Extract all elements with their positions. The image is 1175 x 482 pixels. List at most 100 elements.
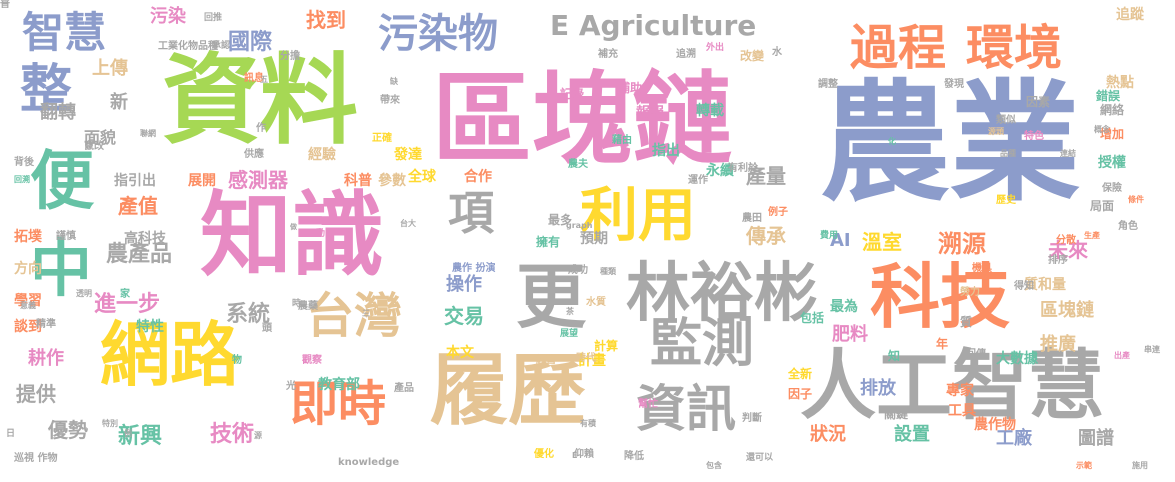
cloud-word: 新: [110, 92, 128, 113]
cloud-word: 智慧: [22, 8, 107, 57]
cloud-word: 生產: [1084, 231, 1100, 240]
cloud-word: 項: [448, 186, 494, 240]
cloud-word: 圖譜: [1078, 428, 1114, 449]
cloud-word: 關鍵: [884, 407, 909, 421]
cloud-word: 排放: [860, 378, 896, 399]
cloud-word: AI: [830, 230, 851, 251]
cloud-word: 包括: [800, 311, 825, 325]
cloud-word: 補助: [618, 81, 643, 95]
cloud-word: 出產: [1114, 351, 1130, 360]
cloud-word: 產值: [118, 194, 158, 218]
cloud-word: 轉載: [696, 103, 724, 119]
cloud-word: 感測器: [228, 168, 288, 192]
cloud-word: 動: [316, 229, 326, 239]
cloud-word: 區塊鏈: [432, 61, 732, 178]
cloud-word: 污染: [150, 6, 186, 27]
cloud-word: 農作 扮演: [452, 263, 496, 274]
cloud-word: 質: [960, 315, 973, 329]
cloud-word: 操作: [446, 274, 482, 295]
cloud-word: 聯網: [140, 129, 156, 138]
cloud-word: 回溯: [14, 175, 30, 184]
cloud-word: 供應: [244, 149, 264, 160]
cloud-word: 施用: [1132, 461, 1148, 470]
cloud-word: 調整: [818, 79, 838, 90]
cloud-word: 全新: [788, 367, 813, 381]
cloud-word: 日: [6, 429, 16, 439]
cloud-word: 謹慎: [56, 231, 76, 242]
cloud-word: 國際: [228, 30, 273, 55]
cloud-word: 光: [286, 381, 296, 392]
cloud-word: 三: [362, 309, 370, 318]
cloud-word: 巡視 作物: [14, 453, 58, 464]
cloud-word: 學習: [14, 293, 42, 309]
cloud-word: 台灣: [306, 288, 403, 344]
cloud-word: 永續: [706, 163, 734, 179]
cloud-word: 幫忙: [638, 399, 658, 410]
cloud-word: 成功: [568, 265, 588, 276]
cloud-word: 面貌: [84, 128, 117, 147]
cloud-word: 意義: [20, 301, 36, 310]
cloud-word: 連結: [1060, 149, 1076, 158]
cloud-word: 預期: [580, 231, 608, 247]
cloud-word: 監測: [650, 314, 755, 374]
cloud-word: 藉由: [612, 135, 632, 146]
cloud-word: 產品: [394, 383, 414, 394]
cloud-word: 排序: [1048, 255, 1068, 266]
cloud-word: 計算: [594, 339, 619, 353]
cloud-word: 正確: [372, 133, 392, 144]
cloud-word: 履歷: [430, 346, 587, 436]
cloud-word: 高科技: [124, 231, 166, 247]
cloud-word: 工具: [948, 403, 976, 419]
cloud-word: 水: [772, 47, 782, 58]
cloud-word: 溯源: [938, 230, 986, 258]
cloud-word: 發達: [394, 147, 422, 163]
cloud-word: 帶來: [380, 95, 400, 106]
cloud-word: 翻轉: [40, 102, 76, 123]
cloud-word: 農作物: [974, 417, 1016, 433]
cloud-word: 頭: [262, 323, 272, 334]
cloud-word: 作: [256, 123, 266, 134]
cloud-word: 茶: [566, 307, 574, 316]
cloud-word: 展望: [560, 329, 579, 339]
cloud-word: 時: [292, 299, 302, 309]
cloud-word: 台大: [400, 219, 416, 228]
cloud-word: 污染物: [378, 11, 498, 57]
cloud-word: 錯誤: [1096, 89, 1121, 103]
cloud-word: 分擔: [280, 51, 300, 62]
cloud-word: 示範: [1076, 461, 1092, 470]
cloud-word: 過程: [850, 20, 947, 76]
cloud-word: 資訊: [636, 380, 736, 438]
cloud-word: 記錄: [560, 87, 585, 101]
cloud-word: 源頭: [988, 127, 1004, 136]
cloud-word: 展開: [188, 173, 216, 189]
cloud-word: 找到: [306, 8, 346, 32]
cloud-word: 因子: [788, 387, 813, 401]
cloud-word: E Agriculture: [550, 9, 757, 42]
cloud-word: 資料: [162, 44, 359, 158]
cloud-word: 人工智慧: [800, 341, 1104, 430]
cloud-word: 增加: [1100, 127, 1125, 141]
cloud-word: E: [572, 451, 578, 460]
cloud-word: 源: [254, 431, 262, 440]
cloud-word: 工業化物品種: [158, 41, 218, 52]
cloud-word: 年: [936, 337, 949, 351]
cloud-word: 特別: [102, 419, 118, 428]
cloud-word: 本文: [446, 345, 474, 361]
cloud-word: 知識: [200, 182, 385, 289]
cloud-word: 計畫: [578, 353, 606, 369]
cloud-word: 外出: [706, 43, 725, 53]
cloud-word: 透明: [76, 289, 92, 298]
cloud-word: 背後: [14, 157, 34, 168]
cloud-word: 合作: [464, 169, 492, 185]
cloud-word: 質和量: [1024, 277, 1066, 293]
cloud-word: 家: [120, 289, 130, 300]
cloud-word: 進一步: [94, 292, 161, 317]
cloud-word: 觀察: [302, 355, 322, 366]
cloud-word: 網絡: [1100, 103, 1125, 117]
cloud-word: 交易: [444, 304, 484, 328]
cloud-word: 分散: [1056, 235, 1076, 246]
cloud-word: 指出: [652, 143, 680, 159]
cloud-word: 降低: [624, 451, 644, 462]
cloud-word: 技術: [210, 422, 255, 447]
cloud-word: 特性: [136, 319, 164, 335]
